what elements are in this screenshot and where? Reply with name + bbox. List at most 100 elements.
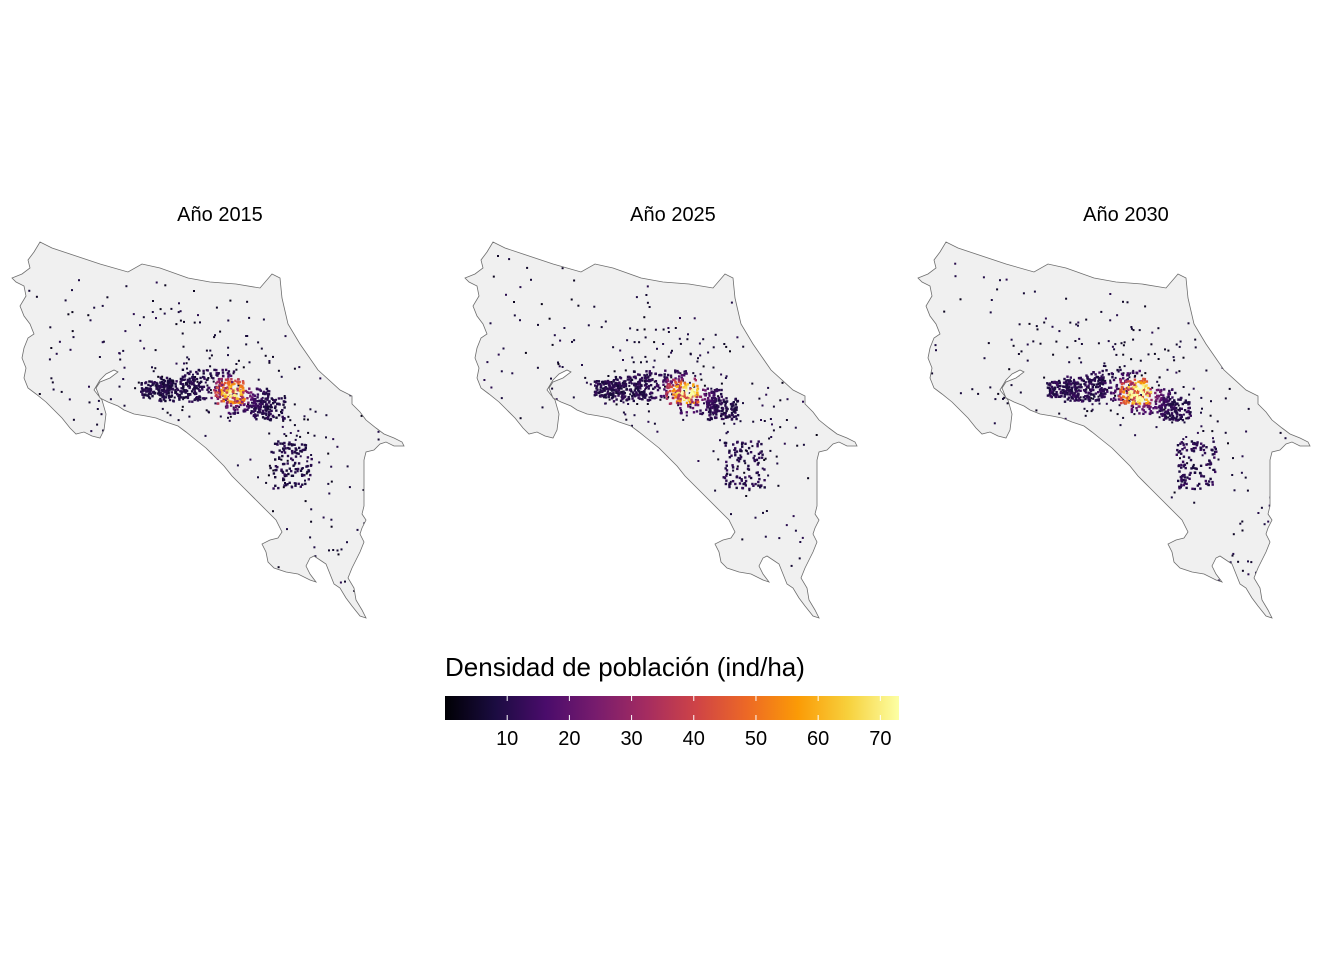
density-cell [52, 388, 55, 391]
density-cell [1268, 388, 1272, 391]
density-cell [175, 323, 178, 326]
density-cell [186, 356, 189, 359]
density-cell [684, 384, 687, 387]
density-cell [206, 378, 209, 381]
density-cell [380, 372, 383, 375]
density-cell [677, 404, 680, 407]
density-cell [989, 386, 992, 389]
density-cell [1213, 452, 1216, 456]
density-cell [274, 458, 277, 461]
density-cell [283, 462, 286, 466]
density-cell [1267, 520, 1270, 523]
density-cell [701, 398, 704, 401]
density-cell [214, 334, 216, 337]
density-cell [1187, 416, 1190, 420]
density-cell [1010, 597, 1013, 600]
density-cell [1139, 359, 1142, 362]
density-cell [810, 384, 814, 387]
density-cell [589, 383, 592, 386]
density-cell [1272, 560, 1275, 563]
density-cell [357, 390, 360, 393]
density-cell [1178, 487, 1181, 490]
density-cell [169, 395, 172, 398]
density-cell [634, 375, 637, 378]
density-cell [601, 389, 604, 393]
density-cell [159, 391, 163, 394]
density-cell [921, 466, 924, 469]
density-cell [644, 355, 647, 358]
density-cell [1036, 328, 1039, 331]
density-cell [676, 402, 680, 405]
density-cell [187, 358, 190, 361]
density-cell [1157, 388, 1160, 392]
density-cell [1256, 389, 1259, 391]
density-cell [339, 581, 342, 584]
density-cell [732, 469, 735, 472]
density-cell [403, 302, 404, 304]
density-cell [146, 387, 149, 390]
density-cell [1068, 385, 1071, 389]
density-cell [729, 480, 732, 483]
density-cell [313, 546, 316, 549]
density-cell [557, 363, 560, 366]
density-cell [250, 411, 253, 415]
density-cell [1177, 408, 1180, 411]
density-cell [692, 372, 695, 375]
density-cell [790, 564, 793, 567]
density-cell [672, 393, 675, 396]
density-cell [685, 389, 688, 392]
density-cell [1051, 391, 1054, 395]
density-cell [1109, 391, 1113, 394]
density-cell [1149, 388, 1152, 391]
density-cell [322, 516, 325, 519]
density-cell [181, 368, 185, 371]
density-cell [1114, 398, 1117, 401]
density-cell [748, 489, 751, 492]
density-cell [723, 343, 726, 345]
density-cell [621, 392, 624, 395]
density-cell [1200, 442, 1203, 445]
density-cell [1261, 391, 1265, 394]
density-cell [1259, 396, 1262, 399]
density-cell [290, 444, 294, 447]
density-cell [724, 444, 727, 447]
density-cell [818, 384, 821, 387]
density-cell [801, 536, 804, 539]
density-cell [1205, 369, 1208, 372]
density-cell [483, 379, 486, 381]
density-cell [1167, 416, 1170, 419]
density-cell [363, 389, 367, 392]
density-cell [169, 379, 172, 382]
density-cell [1074, 390, 1077, 393]
density-cell [114, 414, 117, 417]
density-cell [362, 276, 365, 279]
density-cell [285, 474, 288, 477]
density-cell [241, 398, 244, 401]
density-cell [1183, 409, 1187, 412]
density-cell [256, 606, 259, 609]
density-cell [530, 278, 532, 281]
density-cell [574, 568, 577, 571]
density-cell [1167, 395, 1170, 399]
density-cell [134, 624, 136, 626]
density-cell [703, 393, 706, 396]
legend-tick-label: 10 [496, 728, 519, 750]
density-cell [1072, 478, 1075, 481]
density-cell [1279, 431, 1282, 434]
density-cell [193, 290, 195, 292]
density-cell [1183, 476, 1186, 479]
density-cell [338, 628, 340, 630]
density-cell [177, 419, 180, 422]
density-cell [640, 384, 643, 387]
density-cell [291, 474, 295, 477]
density-cell [807, 477, 810, 480]
density-cell [51, 565, 54, 568]
density-cell [1143, 402, 1146, 406]
density-cell [1123, 388, 1126, 391]
density-cell [1138, 329, 1141, 332]
density-cell [1162, 394, 1165, 397]
density-cell [328, 549, 330, 552]
density-cell [729, 350, 731, 353]
density-cell [237, 359, 240, 362]
density-cell [634, 376, 637, 380]
